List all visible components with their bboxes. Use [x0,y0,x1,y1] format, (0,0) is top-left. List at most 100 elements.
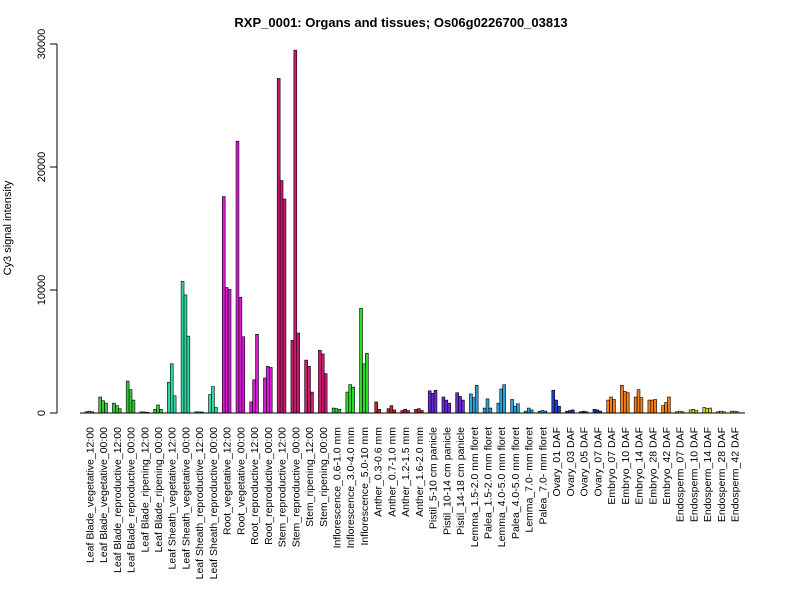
x-tick-label: Leaf Sheath_vegetative_12:00 [167,427,179,570]
x-tick-label: Inflorescence_5.0-10 mm [359,427,371,546]
bar [488,407,493,414]
bar [606,399,610,414]
bar [526,407,531,414]
x-tick-label: Lemma_4.0-5.0 mm floret [496,427,508,547]
x-axis-labels: Leaf Blade_vegetative_12:00 Leaf Blade_ve… [84,427,741,580]
bar [98,396,102,414]
bar [115,405,119,414]
bar [208,394,212,414]
bar [159,409,163,414]
bar [513,405,517,414]
bar [414,409,418,414]
bar [691,409,696,414]
bar [377,409,381,414]
bar [653,399,657,414]
x-tick-label: Leaf Blade_reproductive_00:00 [126,427,138,573]
bar [345,391,350,414]
bar [331,407,336,414]
x-tick-label: Endosperm_14 DAF [702,427,714,522]
bar [293,49,298,414]
x-tick-label: Embryo_07 DAF [606,427,618,505]
bar [304,359,308,414]
bar [104,402,108,414]
bar [705,408,709,414]
x-tick-label: Endosperm_28 DAF [716,427,728,522]
x-tick-label: Root_vegetative_00:00 [235,427,247,535]
x-tick-label: Palea_1.5-2.0 mm floret [483,427,495,539]
bar [310,391,314,414]
bar [417,408,421,414]
x-tick-label: Leaf Blade_reproductive_12:00 [112,427,124,573]
bar [708,407,712,414]
bar [268,367,273,414]
bar [263,377,267,414]
x-tick-label: Root_reproductive_00:00 [263,427,275,545]
bar [374,401,378,414]
y-axis-label: Cy3 signal intensity [2,180,14,275]
bar [485,398,490,414]
bars [84,49,740,414]
bar [386,408,391,414]
bar [337,409,342,414]
bar [702,407,707,414]
bar [224,287,229,414]
bar [282,198,287,414]
bar [510,399,514,414]
bar [609,396,613,414]
bar [499,388,503,414]
bar [235,140,240,414]
bar [433,389,438,414]
bar [153,409,157,414]
bar [112,402,116,414]
x-tick-label: Ovary_01 DAF [551,427,563,496]
bar [441,396,446,414]
x-tick-label: Anther_1.2-1.5 mm [400,427,412,517]
x-tick-label: Leaf Blade_vegetative_12:00 [84,427,96,563]
x-tick-label: Lemma_1.5-2.0 mm floret [469,427,481,547]
x-tick-label: Inflorescence_0.6-1.0 mm [331,427,343,549]
bar [362,363,366,414]
bar [348,384,352,414]
bar [389,405,394,414]
bar [249,401,253,414]
x-tick-label: Stem_ripening_00:00 [318,427,330,527]
bar [266,365,270,414]
bar [592,409,597,414]
bar [664,402,668,414]
x-tick-label: Lemma_7.0- mm floret [524,427,536,533]
x-tick-label: Stem_ripening_12:00 [304,427,316,527]
bar [307,365,311,414]
bar [241,336,246,414]
bar [169,363,174,414]
bar [125,380,130,414]
x-tick-label: Anther_0.3-0.6 mm [373,427,385,517]
bar [650,399,655,414]
bar [461,399,465,414]
bar [101,400,105,414]
x-tick-label: Leaf Sheath_vegetative_00:00 [180,427,192,570]
x-tick-label: Endosperm_42 DAF [730,427,742,522]
bar [633,396,638,414]
bar [496,402,501,414]
bar [403,409,407,414]
bar [117,408,122,414]
bar [636,389,641,414]
bar [502,384,506,414]
bar [516,403,520,414]
x-tick-label: Stem_reproductive_00:00 [290,427,302,547]
bar [625,392,630,414]
x-tick-label: Pistil_10-14 cm panicle [441,427,453,535]
x-tick-label: Pistil_14-18 cm panicle [455,427,467,535]
y-tick-label: 30000 [36,29,48,60]
bar [359,308,363,414]
x-tick-label: Embryo_28 DAF [647,427,659,505]
x-tick-label: Ovary_03 DAF [565,427,577,496]
x-tick-label: Embryo_42 DAF [661,427,673,505]
bar [455,392,459,414]
bar [444,399,449,414]
x-tick-label: Ovary_07 DAF [592,427,604,496]
x-tick-label: Root_reproductive_12:00 [249,427,261,545]
bar [554,399,558,414]
x-tick-label: Leaf Sheath_reproductive_12:00 [194,427,206,580]
